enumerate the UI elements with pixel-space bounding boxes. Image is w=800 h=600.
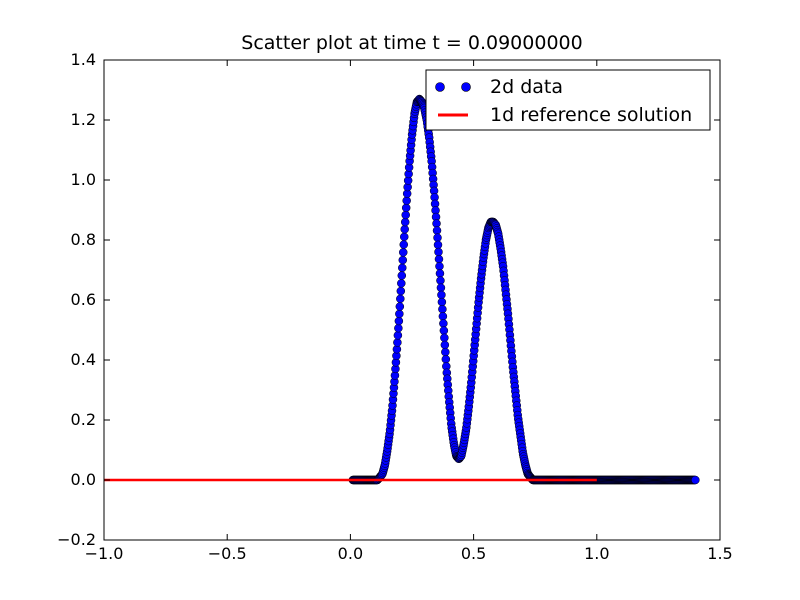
- x-tick-label: 0.5: [461, 544, 486, 563]
- scatter-point: [394, 316, 404, 326]
- scatter-point: [393, 331, 403, 340]
- scatter-point: [401, 210, 410, 220]
- scatter-point: [398, 255, 408, 265]
- scatter-point: [397, 271, 407, 280]
- x-tick-label: 1.0: [584, 544, 609, 563]
- scatter-point: [433, 240, 443, 250]
- y-tick-label: 1.2: [71, 110, 96, 129]
- legend-box: [425, 69, 711, 131]
- scatter-point: [432, 226, 442, 235]
- y-tick-label: 0.2: [71, 410, 96, 429]
- x-axis: −1.0 −0.5 0.0 0.5 1.0 1.5: [85, 60, 733, 563]
- scatter-point: [399, 240, 408, 249]
- x-tick-label: −0.5: [208, 544, 247, 563]
- scatter-point: [439, 319, 448, 328]
- y-tick-label: 0.6: [71, 290, 96, 309]
- scatter-point: [438, 304, 447, 314]
- y-tick-label: 0.0: [71, 470, 96, 489]
- scatter-point: [400, 217, 410, 227]
- x-tick-label: 0.0: [338, 544, 363, 563]
- scatter-point: [440, 340, 450, 350]
- scatter-point: [397, 279, 406, 288]
- scatter-point: [393, 338, 402, 347]
- scatter-point: [435, 262, 444, 271]
- scatter-point: [441, 347, 450, 357]
- legend-label-2d-data: 2d data: [490, 76, 563, 98]
- legend-marker-2d-data: [461, 82, 471, 92]
- scatter-point: [395, 309, 404, 319]
- scatter-point: [394, 323, 403, 333]
- scatter-point: [436, 283, 446, 292]
- scatter-point: [437, 297, 447, 307]
- scatter-point: [402, 196, 411, 205]
- scatter-point: [438, 312, 448, 321]
- scatter-point: [399, 248, 408, 257]
- legend-marker-2d-data: [435, 82, 445, 92]
- scatter-point: [401, 203, 411, 213]
- x-tick-label: 1.5: [707, 544, 732, 563]
- y-tick-label: 0.8: [71, 230, 96, 249]
- y-tick-label: 0.4: [71, 350, 96, 369]
- y-tick-label: 1.0: [71, 170, 96, 189]
- scatter-point: [399, 232, 409, 242]
- scatter-point: [441, 354, 451, 364]
- legend: 2d data 1d reference solution: [425, 69, 711, 131]
- legend-label-1d-reference: 1d reference solution: [490, 104, 692, 126]
- scatter-point: [396, 286, 406, 296]
- scatter-point: [395, 302, 405, 311]
- y-tick-label: 1.4: [71, 50, 96, 69]
- scatter-point: [435, 269, 445, 278]
- x-tick-label: −1.0: [85, 544, 124, 563]
- y-axis: −0.2 0.0 0.2 0.4 0.6 0.8 1.0 1.2 1.4: [57, 50, 720, 549]
- scatter-point: [436, 276, 445, 285]
- scatter-point: [434, 247, 443, 257]
- scatter-point: [439, 326, 449, 335]
- chart-title: Scatter plot at time t = 0.09000000: [241, 32, 582, 54]
- scatter-point: [400, 225, 409, 234]
- scatter-point: [434, 254, 444, 264]
- y-tick-label: −0.2: [57, 530, 96, 549]
- scatter-point: [437, 290, 446, 300]
- scatter-point: [433, 233, 442, 242]
- scatter-point: [398, 263, 407, 273]
- scatter-point: [440, 333, 449, 343]
- scatter-point: [691, 475, 700, 485]
- scatter-point: [396, 294, 405, 304]
